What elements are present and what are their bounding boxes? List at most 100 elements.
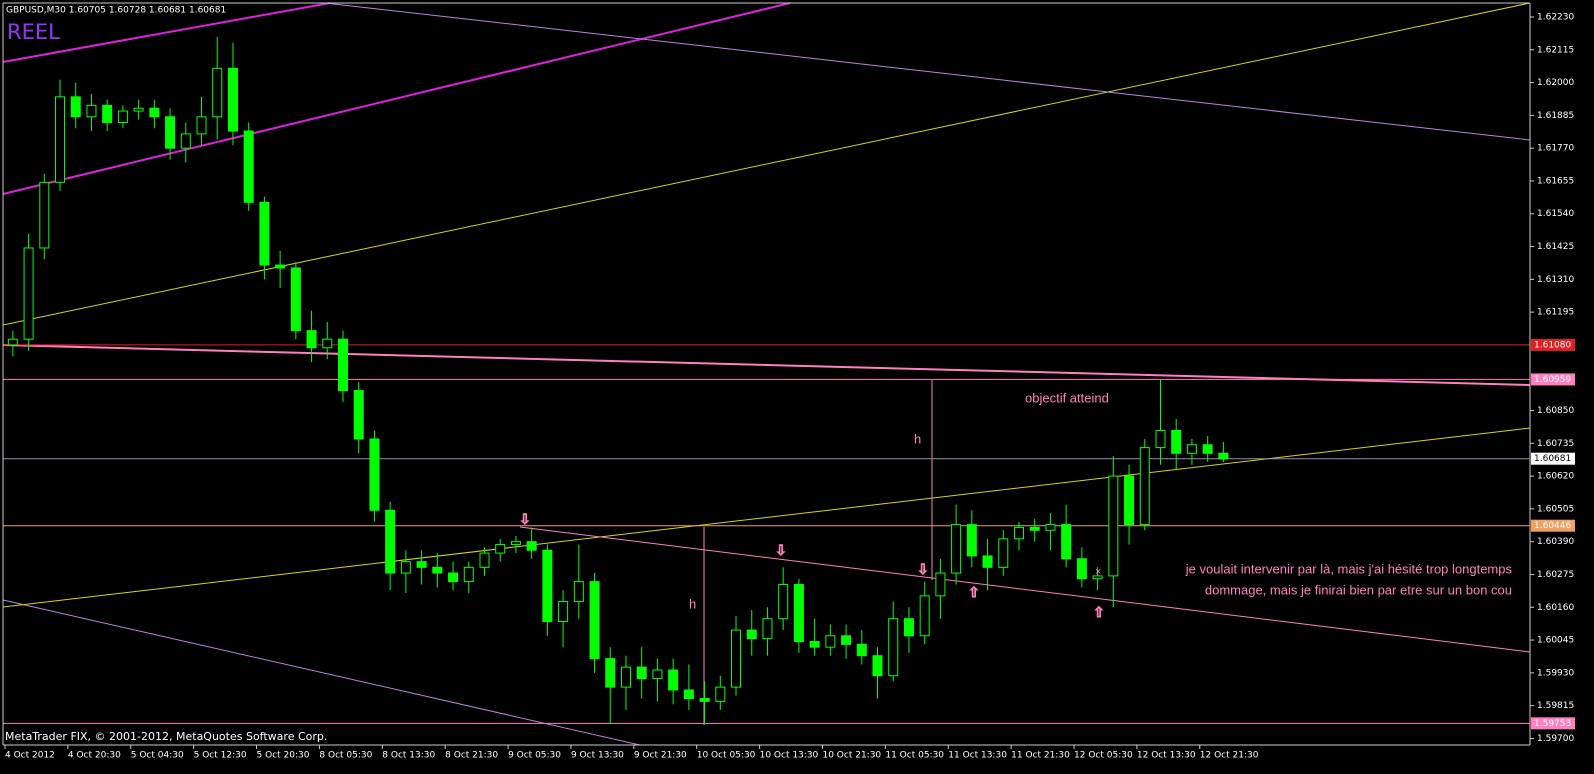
level-label-box — [1531, 373, 1575, 386]
trendline — [2, 344, 1531, 386]
candle-body — [338, 338, 348, 392]
footer: MetaTrader FIX, © 2001-2012, MetaQuotes … — [5, 730, 327, 743]
level-label: 1.60446 — [1534, 521, 1571, 531]
candle-body — [165, 116, 176, 149]
candle-body — [117, 110, 128, 123]
candle-body — [212, 67, 223, 118]
y-tick-label: 1.61540 — [1537, 209, 1574, 219]
candle-body — [1171, 429, 1182, 454]
candle-body — [463, 566, 474, 583]
annotation: h — [914, 431, 921, 446]
x-tick-label: 11 Oct 21:30 — [1011, 751, 1070, 761]
x-tick-label: 11 Oct 05:30 — [885, 751, 944, 761]
candle-body — [558, 601, 569, 623]
x-tick-label: 4 Oct 20:30 — [68, 751, 121, 761]
level-label: 1.60959 — [1534, 375, 1571, 385]
candle-body — [1061, 524, 1072, 560]
candle-body — [400, 561, 411, 574]
candle-body — [526, 541, 537, 551]
y-tick-label: 1.61655 — [1537, 176, 1574, 186]
candle-body — [149, 107, 160, 118]
arrow-down: ⇩ — [775, 543, 787, 559]
trendline — [2, 599, 641, 746]
y-tick-label: 1.61885 — [1537, 111, 1574, 121]
candle-body — [196, 116, 207, 135]
candle-body — [369, 438, 380, 511]
y-tick-label: 1.62115 — [1537, 45, 1574, 55]
x-tick-label: 12 Oct 13:30 — [1137, 751, 1196, 761]
y-tick-label: 1.62230 — [1537, 12, 1574, 22]
candle-body — [448, 572, 459, 583]
candle-body — [1202, 444, 1213, 454]
trendline — [2, 427, 1531, 608]
trendline — [2, 2, 791, 195]
arrows: ⇩ ⇩ ⇩ ⇧ ⇧ × — [519, 512, 1106, 622]
y-tick-label: 1.61310 — [1537, 275, 1574, 285]
arrow-down: ⇩ — [917, 562, 929, 578]
candle-body — [275, 264, 286, 269]
candle-body — [479, 552, 490, 568]
level-label-box — [1531, 338, 1575, 351]
x-tick-label: 10 Oct 21:30 — [822, 751, 881, 761]
y-tick-label: 1.60045 — [1537, 636, 1574, 646]
candle-body — [731, 629, 742, 688]
candle-body — [793, 583, 804, 642]
candle-body — [746, 629, 757, 640]
y-tick-label: 1.59930 — [1537, 668, 1574, 678]
candle-body — [227, 67, 238, 132]
candle-body — [841, 635, 852, 645]
x-tick-label: 10 Oct 05:30 — [697, 751, 756, 761]
candle-body — [1186, 444, 1197, 454]
candle-body — [683, 689, 694, 700]
candle-body — [353, 390, 364, 440]
y-tick-label: 1.61425 — [1537, 242, 1574, 252]
candle-body — [652, 669, 663, 680]
annotation: dommage, mais je finirai bien par etre s… — [1205, 582, 1512, 597]
candle-body — [668, 669, 679, 691]
candle-body — [133, 107, 144, 112]
chart-title: GBPUSD,M30 1.60705 1.60728 1.60681 1.606… — [6, 6, 226, 16]
x-tick-label: 9 Oct 13:30 — [571, 751, 624, 761]
x-tick-label: 5 Oct 20:30 — [257, 751, 310, 761]
level-label: 1.61080 — [1534, 340, 1571, 350]
candle-body — [1092, 575, 1103, 580]
candle-body — [385, 509, 396, 574]
trendlines — [2, 2, 1531, 746]
candle-body — [1014, 526, 1024, 540]
candle-body — [809, 640, 820, 648]
trendline — [324, 2, 1531, 141]
candle-body — [495, 544, 506, 554]
x-tick-label: 11 Oct 13:30 — [948, 751, 1007, 761]
y-tick-label: 1.60275 — [1537, 570, 1574, 580]
candle-body — [699, 698, 710, 702]
candle-body — [1155, 429, 1166, 449]
candle-body — [86, 104, 97, 118]
level-label-box — [1531, 717, 1575, 730]
candle-body — [510, 541, 521, 546]
x-tick-label: 5 Oct 04:30 — [131, 751, 184, 761]
candle-body — [70, 96, 81, 118]
annotation: h — [689, 596, 696, 611]
candle-body — [322, 338, 333, 349]
trendline — [2, 2, 1531, 326]
trendline — [519, 526, 1531, 653]
candle-body — [935, 572, 946, 597]
candle-body — [1139, 447, 1150, 526]
arrow-up: ⇧ — [1093, 605, 1105, 621]
y-tick-label: 1.60160 — [1537, 603, 1574, 613]
x-tick-label: 9 Oct 21:30 — [634, 751, 687, 761]
x-tick-label: 8 Oct 21:30 — [445, 751, 498, 761]
x-tick-label: 5 Oct 12:30 — [194, 751, 247, 761]
candle-body — [778, 583, 789, 620]
candle-body — [306, 330, 317, 349]
candle-body — [888, 618, 899, 677]
candle-body — [573, 581, 584, 603]
level-label: 1.60681 — [1534, 454, 1571, 464]
candle-body — [636, 666, 647, 680]
candle-body — [620, 666, 631, 688]
candle-body — [1108, 475, 1119, 577]
candle-body — [762, 618, 773, 640]
candle-body — [55, 96, 66, 183]
candle-body — [1218, 452, 1229, 460]
